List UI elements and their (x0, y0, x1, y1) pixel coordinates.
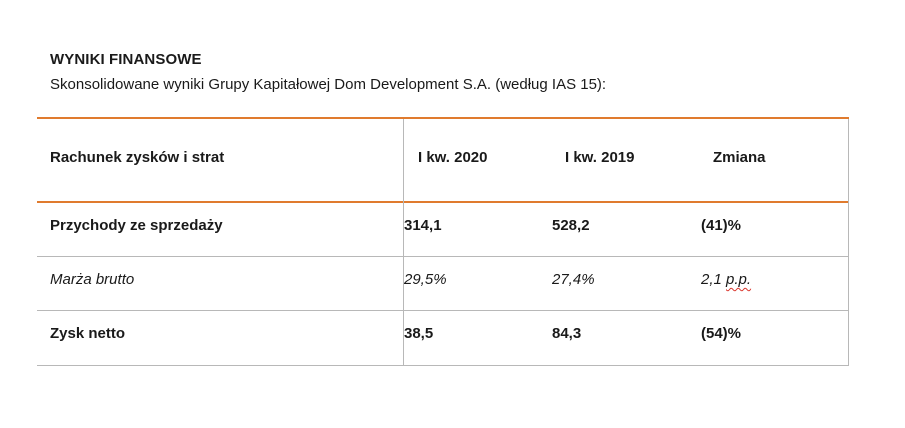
document-heading: WYNIKI FINANSOWE (50, 51, 202, 68)
cell-revenue-2020: 314,1 (404, 217, 442, 234)
header-change: Zmiana (713, 149, 766, 166)
row-label-net-profit: Zysk netto (50, 325, 126, 342)
cell-profit-2020: 38,5 (404, 325, 434, 342)
table-right-border (848, 119, 849, 365)
document-subheading: Skonsolidowane wyniki Grupy Kapitałowej … (50, 76, 607, 93)
row-label-revenue: Przychody ze sprzedaży (50, 217, 223, 234)
row-label-gross-margin: Marża brutto (50, 271, 135, 288)
cell-margin-2020: 29,5% (404, 271, 447, 288)
cell-profit-2019: 84,3 (552, 325, 582, 342)
financial-results-table: Rachunek zysków i strat I kw. 2020 I kw.… (37, 117, 849, 366)
margin-change-unit: p.p. (726, 271, 752, 288)
cell-profit-change: (54)% (701, 325, 742, 342)
margin-change-value: 2,1 (701, 271, 727, 288)
table-bottom-border (37, 365, 849, 366)
row-divider (37, 256, 849, 257)
column-divider (403, 119, 404, 365)
header-q1-2019: I kw. 2019 (565, 149, 635, 166)
row-divider (37, 310, 849, 311)
table-top-border (37, 117, 849, 119)
cell-margin-2019: 27,4% (552, 271, 595, 288)
header-label: Rachunek zysków i strat (50, 149, 225, 166)
cell-margin-change: 2,1 p.p. (701, 271, 751, 288)
cell-revenue-change: (41)% (701, 217, 742, 234)
header-bottom-border (37, 201, 849, 203)
cell-revenue-2019: 528,2 (552, 217, 590, 234)
header-q1-2020: I kw. 2020 (418, 149, 488, 166)
